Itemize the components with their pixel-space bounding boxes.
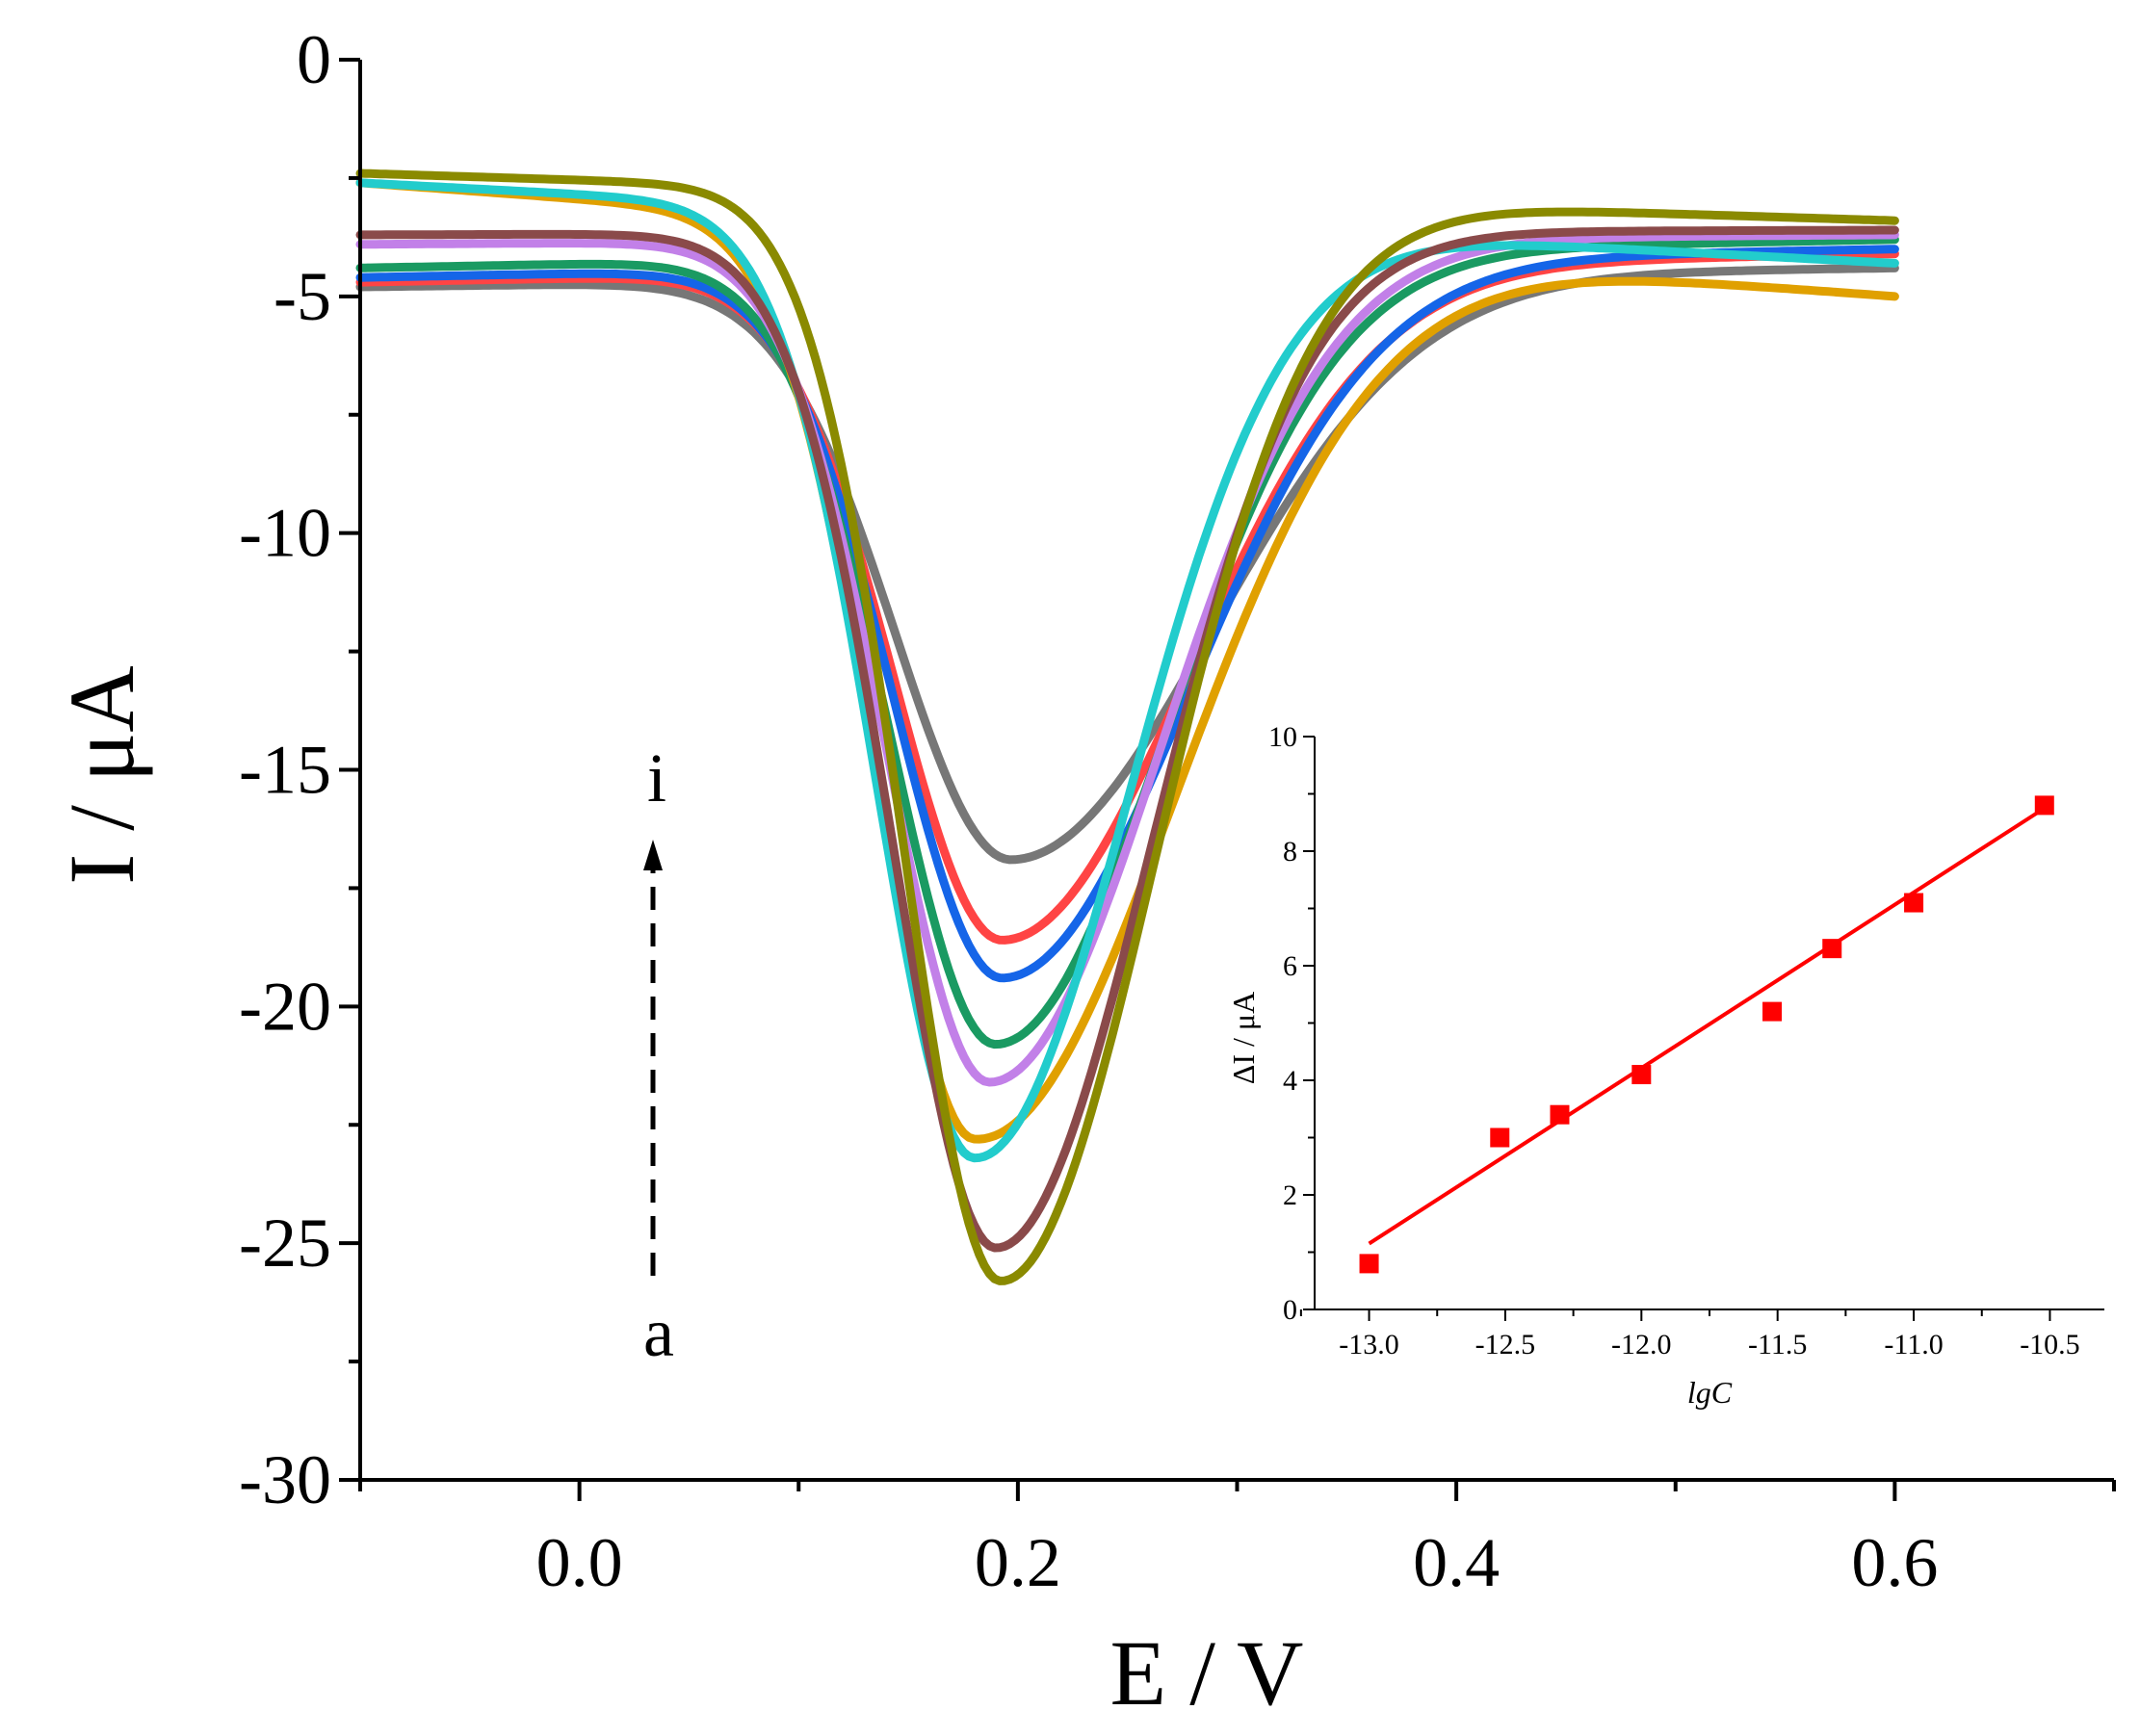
main-y-tick-label: -10 [239, 495, 331, 572]
data-point [2034, 795, 2054, 816]
main-y-tick-label: -25 [239, 1205, 331, 1282]
inset-x-tick-label: -12.5 [1475, 1329, 1536, 1360]
main-x-axis-title: E / V [1110, 1621, 1304, 1724]
data-point [1359, 1254, 1379, 1274]
main-y-axis-title: I / μA [50, 665, 153, 884]
voltammogram-curve-h [355, 225, 1899, 1253]
inset-chart: -13.0 -12.5 -12.0 -11.5 -11.0 -10.5 0 2 4 6 8 10 lg… [1226, 721, 2104, 1410]
data-point [1631, 1065, 1652, 1085]
inset-x-tick-label: -13.0 [1339, 1329, 1399, 1360]
main-x-tick-label: 0.4 [1413, 1524, 1500, 1601]
data-point [1550, 1104, 1570, 1125]
main-axes: 0.0 0.2 0.4 0.6 0 -5 -10 -15 -20 -25 -30 [239, 21, 2116, 1601]
inset-y-tick-label: 0 [1283, 1294, 1297, 1326]
voltammogram-curve-i [355, 168, 1899, 1285]
inset-y-tick-label: 2 [1283, 1179, 1297, 1211]
voltammogram-curve-f [355, 178, 1899, 1144]
main-y-tick-label: 0 [297, 21, 331, 98]
main-y-tick-label: -15 [239, 732, 331, 809]
main-chart: 0.0 0.2 0.4 0.6 0 -5 -10 -15 -20 -25 -30 E / V I /… [50, 21, 2116, 1724]
inset-x-tick-label: -10.5 [2020, 1329, 2080, 1360]
inset-y-tick-label: 10 [1268, 721, 1297, 753]
arrow-label-bottom: a [643, 1294, 674, 1371]
inset-x-axis-title: lgC [1687, 1375, 1733, 1410]
inset-y-tick-label: 8 [1283, 836, 1297, 868]
inset-axes: -13.0 -12.5 -12.0 -11.5 -11.0 -10.5 0 2 4 6 8 10 [1268, 721, 2104, 1360]
voltammogram-curve-a [355, 263, 1899, 865]
main-x-tick-label: 0.0 [536, 1524, 623, 1601]
data-point [1490, 1127, 1510, 1148]
main-x-tick-label: 0.6 [1851, 1524, 1938, 1601]
main-y-tick-label: -20 [239, 968, 331, 1045]
data-point [1904, 893, 1924, 913]
inset-y-tick-label: 6 [1283, 950, 1297, 982]
voltammogram-curve-g [355, 178, 1899, 1163]
data-point [1822, 939, 1842, 959]
voltammogram-curve-e [355, 230, 1899, 1087]
concentration-arrow [643, 840, 663, 1276]
inset-points [1359, 795, 2054, 1274]
main-x-tick-label: 0.2 [975, 1524, 1061, 1601]
inset-x-tick-label: -11.0 [1884, 1329, 1943, 1360]
main-y-tick-label: -5 [274, 258, 331, 335]
inset-x-tick-label: -11.5 [1748, 1329, 1807, 1360]
main-y-tick-label: -30 [239, 1441, 331, 1518]
linear-fit-line [1368, 806, 2046, 1246]
inset-x-tick-label: -12.0 [1611, 1329, 1672, 1360]
voltammogram-curve-c [355, 245, 1899, 983]
arrow-label-top: i [647, 739, 666, 816]
inset-fit [1368, 806, 2046, 1246]
inset-y-axis-title: ΔI / μA [1226, 992, 1261, 1084]
inset-y-tick-label: 4 [1283, 1065, 1297, 1097]
main-curves [355, 168, 1899, 1285]
data-point [1762, 1001, 1783, 1022]
